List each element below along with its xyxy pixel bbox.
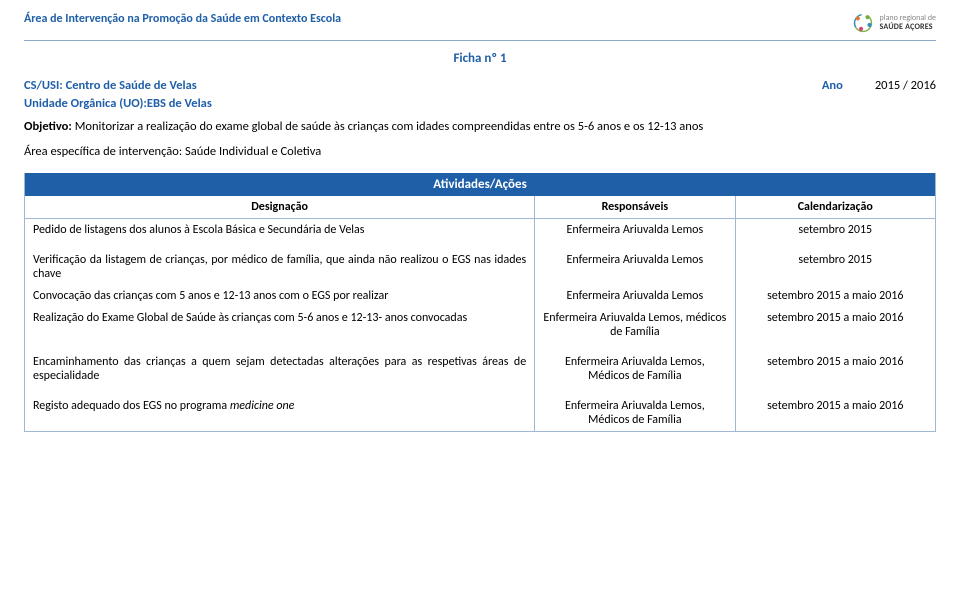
ficha-number: Ficha nº 1	[24, 51, 936, 66]
table-row: Registo adequado dos EGS no programa med…	[25, 395, 936, 432]
cs-label: CS/USI:	[24, 78, 63, 93]
cell-calendarizacao: setembro 2015 a maio 2016	[735, 395, 935, 432]
spacer-cell	[25, 343, 535, 351]
spacer-cell	[25, 387, 535, 395]
cell-designacao: Registo adequado dos EGS no programa med…	[25, 395, 535, 432]
ano-label: Ano	[822, 78, 843, 93]
area-esp-text: Saúde Individual e Coletiva	[185, 144, 321, 159]
year-group: Ano 2015 / 2016	[822, 78, 936, 93]
col-calendarizacao: Calendarização	[735, 196, 935, 219]
table-band-title: Atividades/Ações	[25, 173, 936, 196]
cell-responsaveis: Enfermeira Ariuvalda Lemos, médicos de F…	[535, 307, 735, 343]
header-area-title: Área de Intervenção na Promoção da Saúde…	[24, 10, 341, 26]
cell-calendarizacao: setembro 2015	[735, 249, 935, 285]
table-row	[25, 241, 936, 249]
objetivo-label: Objetivo:	[24, 119, 72, 134]
cell-designacao: Realização do Exame Global de Saúde às c…	[25, 307, 535, 343]
logo-line2: SAÚDE AÇORES	[880, 23, 936, 32]
logo-text: plano regional de SAÚDE AÇORES	[880, 14, 936, 32]
cs-value: Centro de Saúde de Velas	[66, 78, 197, 93]
activities-table: Atividades/Ações Designação Responsáveis…	[24, 173, 936, 432]
table-row	[25, 387, 936, 395]
cell-calendarizacao: setembro 2015	[735, 219, 935, 242]
spacer-cell	[535, 241, 735, 249]
uo-value: EBS de Velas	[147, 96, 212, 111]
objetivo-text: Monitorizar a realização do exame global…	[75, 119, 704, 134]
table-row: Realização do Exame Global de Saúde às c…	[25, 307, 936, 343]
spacer-cell	[735, 343, 935, 351]
table-header-row: Designação Responsáveis Calendarização	[25, 196, 936, 219]
cell-calendarizacao: setembro 2015 a maio 2016	[735, 307, 935, 343]
uo-label: Unidade Orgânica (UO):	[24, 96, 147, 111]
ano-value: 2015 / 2016	[875, 78, 936, 93]
cell-calendarizacao: setembro 2015 a maio 2016	[735, 351, 935, 387]
cell-responsaveis: Enfermeira Ariuvalda Lemos	[535, 249, 735, 285]
col-responsaveis: Responsáveis	[535, 196, 735, 219]
spacer-cell	[535, 387, 735, 395]
cell-designacao: Pedido de listagens dos alunos à Escola …	[25, 219, 535, 242]
table-row: Verificação da listagem de crianças, por…	[25, 249, 936, 285]
cell-responsaveis: Enfermeira Ariuvalda Lemos, Médicos de F…	[535, 351, 735, 387]
spacer-cell	[25, 241, 535, 249]
area-esp-row: Área específica de intervenção: Saúde In…	[24, 144, 936, 159]
table-row	[25, 343, 936, 351]
cell-designacao: Verificação da listagem de crianças, por…	[25, 249, 535, 285]
cell-responsaveis: Enfermeira Ariuvalda Lemos, Médicos de F…	[535, 395, 735, 432]
logo: plano regional de SAÚDE AÇORES	[850, 10, 936, 36]
table-row: Convocação das crianças com 5 anos e 12-…	[25, 285, 936, 307]
cell-responsaveis: Enfermeira Ariuvalda Lemos	[535, 285, 735, 307]
table-body: Pedido de listagens dos alunos à Escola …	[25, 219, 936, 432]
spacer-cell	[735, 387, 935, 395]
logo-icon	[850, 10, 876, 36]
uo-row: Unidade Orgânica (UO): EBS de Velas	[24, 96, 936, 111]
col-designacao: Designação	[25, 196, 535, 219]
cell-calendarizacao: setembro 2015 a maio 2016	[735, 285, 935, 307]
table-row: Pedido de listagens dos alunos à Escola …	[25, 219, 936, 242]
cs-row: CS/USI: Centro de Saúde de Velas Ano 201…	[24, 78, 936, 93]
spacer-cell	[535, 343, 735, 351]
table-row: Encaminhamento das crianças a quem sejam…	[25, 351, 936, 387]
page-root: Área de Intervenção na Promoção da Saúde…	[0, 0, 960, 589]
cs-left: CS/USI: Centro de Saúde de Velas	[24, 78, 197, 93]
spacer-cell	[735, 241, 935, 249]
area-esp-label: Área específica de intervenção:	[24, 144, 182, 159]
page-header: Área de Intervenção na Promoção da Saúde…	[24, 10, 936, 41]
objetivo-row: Objetivo: Monitorizar a realização do ex…	[24, 119, 936, 134]
cell-responsaveis: Enfermeira Ariuvalda Lemos	[535, 219, 735, 242]
table-band-row: Atividades/Ações	[25, 173, 936, 196]
cell-designacao: Encaminhamento das crianças a quem sejam…	[25, 351, 535, 387]
cell-designacao: Convocação das crianças com 5 anos e 12-…	[25, 285, 535, 307]
